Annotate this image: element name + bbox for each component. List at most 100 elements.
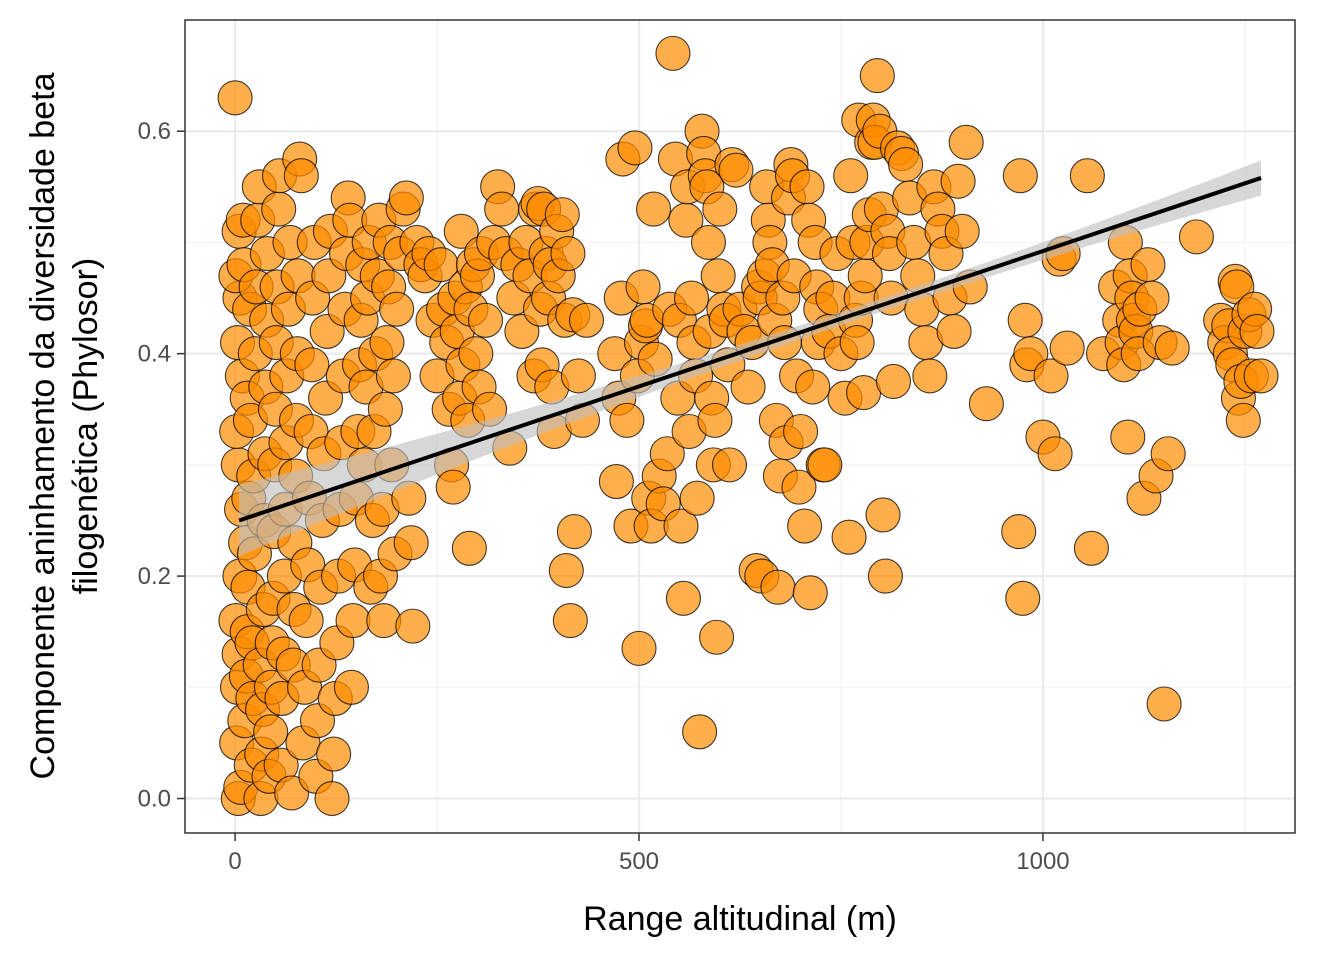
scatter-point — [833, 158, 869, 194]
scatter-point — [1130, 247, 1166, 283]
scatter-point — [435, 469, 471, 505]
scatter-point — [1007, 302, 1043, 338]
scatter-point — [369, 324, 405, 361]
scatter-point — [1225, 402, 1261, 438]
x-tick-label: 500 — [619, 848, 659, 875]
y-tick-label: 0.2 — [138, 563, 171, 590]
scatter-point — [333, 669, 369, 705]
scatter-point — [792, 575, 828, 611]
y-axis-title-line-1: Componente aninhamento da diversidade be… — [24, 72, 62, 779]
scatter-point — [948, 124, 984, 160]
scatter-point — [294, 347, 330, 383]
scatter-point — [789, 169, 825, 205]
scatter-point — [388, 180, 424, 216]
scatter-point — [283, 158, 319, 194]
scatter-point — [314, 780, 350, 817]
scatter-point — [621, 630, 657, 666]
scatter-point — [625, 269, 661, 305]
scatter-point — [598, 464, 634, 500]
scatter-point — [1178, 219, 1214, 255]
scatter-point — [316, 736, 352, 772]
scatter-point — [375, 358, 411, 394]
scatter-point — [795, 369, 831, 405]
scatter-point — [1154, 330, 1190, 366]
scatter-point — [274, 775, 310, 811]
scatter-point — [1150, 436, 1186, 472]
scatter-point — [617, 130, 653, 166]
scatter-point — [636, 191, 672, 227]
y-tick-label: 0.4 — [138, 341, 171, 368]
scatter-point — [1037, 436, 1073, 472]
scatter-point — [550, 236, 586, 272]
scatter-point — [1069, 158, 1105, 194]
scatter-point — [807, 447, 843, 483]
scatter-point — [1110, 419, 1146, 455]
scatter-point — [783, 413, 819, 450]
scatter-point — [366, 603, 402, 639]
confidence-band — [239, 160, 1262, 557]
scatter-point — [655, 35, 691, 71]
scatter-point — [1013, 336, 1049, 372]
scatter-point — [968, 386, 1004, 422]
scatter-point — [859, 58, 895, 94]
scatter-point — [831, 519, 867, 555]
scatter-point — [458, 336, 494, 372]
x-axis-title: Range altitudinal (m) — [583, 900, 897, 938]
scatter-point — [839, 324, 875, 361]
scatter-point — [846, 375, 882, 411]
scatter-point — [1146, 686, 1182, 722]
scatter-point — [1002, 158, 1038, 194]
scatter-point — [875, 363, 912, 400]
scatter-point — [699, 619, 735, 655]
scatter-point — [1134, 280, 1170, 316]
scatter-point — [1243, 358, 1279, 394]
scatter-point — [867, 558, 903, 594]
y-tick-label: 0.0 — [138, 786, 171, 813]
scatter-point — [379, 291, 415, 327]
scatter-point — [697, 402, 733, 438]
plot-border — [184, 19, 1296, 834]
scatter-point — [787, 508, 823, 544]
scatter-point — [700, 258, 736, 294]
scatter-point — [395, 608, 431, 644]
regression-line — [238, 176, 1262, 523]
scatter-point — [544, 197, 580, 233]
scatter-point — [484, 191, 520, 227]
scatter-point — [1049, 330, 1085, 366]
scatter-point — [679, 480, 715, 516]
scatter-point — [936, 313, 972, 349]
scatter-point — [556, 514, 592, 550]
scatter-point — [718, 152, 754, 188]
scatter-point — [451, 530, 487, 566]
scatter-point — [665, 580, 701, 616]
scatter-point — [702, 191, 738, 227]
scatter-point — [711, 447, 748, 483]
scatter-point — [393, 525, 429, 561]
scatter-point — [261, 191, 297, 227]
scatter-point — [663, 508, 699, 544]
scatter-point — [912, 358, 948, 394]
scatter-point — [335, 603, 371, 639]
scatter-point — [730, 369, 766, 405]
scatter-point — [1001, 514, 1037, 550]
scatter-point — [649, 436, 685, 472]
scatter-point — [944, 213, 980, 249]
scatter-point — [217, 80, 253, 116]
scatter-point — [1239, 313, 1275, 349]
scatter-point — [760, 569, 796, 605]
scatter-point — [548, 552, 584, 589]
scatter-point — [940, 163, 976, 199]
scatter-point — [609, 402, 645, 438]
scatter-point — [682, 714, 718, 750]
scatter-point — [367, 391, 403, 427]
y-tick-label: 0.6 — [138, 118, 171, 145]
y-axis-title-line-2: filogenética (Phylosor) — [67, 258, 105, 594]
scatter-point — [560, 358, 596, 394]
x-axis-ticks: 0 500 1000 — [228, 833, 1070, 875]
scatter-point — [1073, 530, 1109, 566]
x-tick-label: 1000 — [1016, 848, 1069, 875]
scatter-point — [568, 302, 605, 338]
x-tick-label: 0 — [228, 848, 241, 875]
scatter-point — [865, 497, 901, 533]
